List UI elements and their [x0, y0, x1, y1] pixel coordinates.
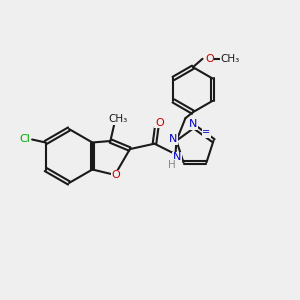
Text: N: N — [169, 134, 177, 144]
Text: O: O — [111, 170, 120, 181]
Text: CH₃: CH₃ — [221, 54, 240, 64]
Text: =: = — [202, 128, 210, 137]
Text: O: O — [205, 54, 214, 64]
Text: H: H — [168, 160, 176, 170]
Text: N: N — [189, 119, 198, 129]
Text: O: O — [155, 118, 164, 128]
Text: Cl: Cl — [19, 134, 30, 145]
Text: N: N — [173, 152, 181, 162]
Text: CH₃: CH₃ — [109, 114, 128, 124]
